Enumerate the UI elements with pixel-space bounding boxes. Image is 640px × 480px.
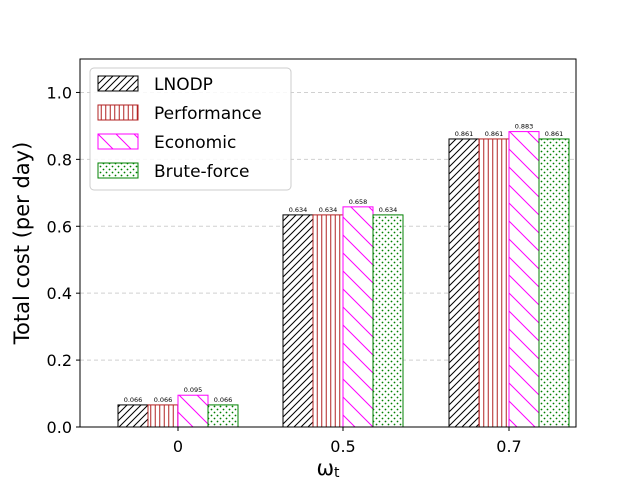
bar <box>117 404 149 428</box>
y-axis-ticks: 0.0 0.2 0.4 0.6 0.8 1.0 <box>47 83 80 437</box>
y-tick-label: 0.8 <box>47 150 72 169</box>
bar <box>147 404 179 428</box>
bar-value-label: 0.066 <box>154 396 173 404</box>
x-axis-title: ωt <box>316 456 340 480</box>
bar-value-label: 0.861 <box>545 130 564 138</box>
legend-label: Performance <box>154 104 262 124</box>
legend-label: Economic <box>154 133 236 153</box>
bar-value-label: 0.634 <box>319 206 338 214</box>
x-tick-label: 0.7 <box>496 437 521 456</box>
legend-swatch <box>97 75 139 92</box>
bars <box>117 131 570 428</box>
bar <box>478 138 510 428</box>
y-tick-label: 0.6 <box>47 217 72 236</box>
legend-swatch <box>97 162 139 179</box>
bar <box>448 138 480 428</box>
x-axis-title-subscript: t <box>334 465 340 480</box>
bar-value-label: 0.861 <box>485 130 504 138</box>
bar-value-label: 0.883 <box>515 123 534 131</box>
x-axis-ticks: 0 0.5 0.7 <box>173 427 522 456</box>
bar <box>312 214 344 428</box>
bar-value-label: 0.861 <box>455 130 474 138</box>
y-tick-label: 0.0 <box>47 418 72 437</box>
bar-value-label: 0.095 <box>184 386 203 394</box>
bar <box>508 131 540 428</box>
bar <box>538 138 570 428</box>
bar-value-label: 0.634 <box>379 206 398 214</box>
x-axis-title-symbol: ω <box>316 456 334 480</box>
y-tick-label: 0.2 <box>47 351 72 370</box>
y-axis-title: Total cost (per day) <box>10 142 34 346</box>
legend-swatch <box>97 104 139 121</box>
bar-value-label: 0.066 <box>124 396 143 404</box>
plot-frame <box>79 58 577 428</box>
y-tick-label: 0.4 <box>47 284 72 303</box>
bar-value-label: 0.066 <box>214 396 233 404</box>
bar <box>207 404 239 428</box>
bar <box>282 214 314 428</box>
x-tick-label: 0 <box>173 437 183 456</box>
legend-box <box>89 67 292 191</box>
legend-label: LNODP <box>154 75 213 95</box>
bar <box>342 206 374 428</box>
bar-value-label: 0.634 <box>289 206 308 214</box>
data-labels: 0.066 0.066 0.095 0.066 0.634 0.634 0.658 0.634… <box>124 123 564 404</box>
legend-label: Brute-force <box>154 162 250 182</box>
bar <box>372 214 404 428</box>
y-tick-label: 1.0 <box>47 83 72 102</box>
bar-value-label: 0.658 <box>349 198 368 206</box>
legend: LNODP Performance Economic Brute-force <box>89 67 292 191</box>
bar <box>177 394 209 428</box>
legend-swatch <box>97 133 139 150</box>
x-tick-label: 0.5 <box>330 437 355 456</box>
